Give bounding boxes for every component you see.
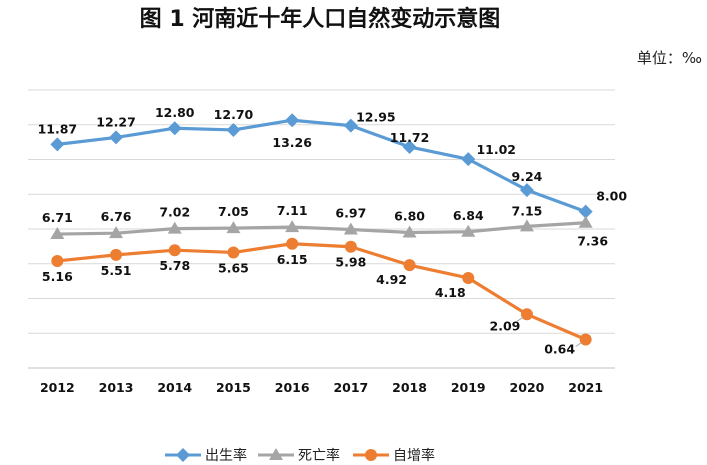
leader-line bbox=[575, 342, 582, 347]
point-diamond bbox=[402, 139, 417, 154]
data-label: 7.05 bbox=[218, 204, 249, 219]
point-diamond bbox=[519, 183, 534, 198]
legend-marker bbox=[176, 448, 190, 462]
data-label: 6.97 bbox=[335, 206, 366, 221]
x-tick-label: 2017 bbox=[333, 380, 368, 395]
data-label: 7.36 bbox=[577, 234, 608, 249]
point-diamond bbox=[578, 204, 593, 219]
legend-marker bbox=[365, 449, 377, 461]
data-label: 4.92 bbox=[376, 272, 407, 287]
point-triangle bbox=[461, 224, 476, 237]
x-tick-label: 2016 bbox=[275, 380, 310, 395]
point-circle bbox=[110, 248, 123, 261]
point-diamond bbox=[343, 118, 358, 133]
point-diamond bbox=[461, 152, 476, 167]
legend-item[interactable]: 出生率 bbox=[165, 447, 247, 464]
x-tick-label: 2019 bbox=[451, 380, 486, 395]
point-diamond bbox=[167, 121, 182, 136]
data-label: 11.72 bbox=[390, 130, 430, 145]
point-triangle bbox=[109, 226, 124, 239]
point-triangle bbox=[226, 221, 241, 234]
point-diamond bbox=[285, 113, 300, 128]
x-tick-label: 2015 bbox=[216, 380, 251, 395]
data-label: 5.78 bbox=[159, 258, 190, 273]
legend-marker bbox=[269, 448, 283, 460]
data-label: 12.95 bbox=[356, 110, 396, 125]
x-tick-label: 2020 bbox=[510, 380, 545, 395]
point-diamond bbox=[50, 137, 65, 152]
series-line-2 bbox=[57, 221, 586, 236]
leader-line bbox=[516, 316, 524, 322]
point-circle bbox=[403, 259, 416, 272]
point-triangle bbox=[402, 225, 417, 238]
point-circle bbox=[462, 271, 475, 284]
data-label: 5.98 bbox=[335, 255, 366, 270]
data-label: 6.15 bbox=[277, 252, 308, 267]
series-line-1 bbox=[57, 118, 587, 214]
series-line-3 bbox=[57, 242, 587, 341]
data-label: 12.70 bbox=[214, 107, 254, 122]
chart-title: 图 1 河南近十年人口自然变动示意图 bbox=[140, 6, 501, 32]
data-label: 11.87 bbox=[38, 121, 78, 136]
point-circle bbox=[579, 333, 592, 346]
x-tick-label: 2013 bbox=[99, 380, 134, 395]
point-circle bbox=[286, 237, 299, 250]
data-label: 8.00 bbox=[596, 189, 627, 204]
point-diamond bbox=[109, 130, 124, 145]
data-label: 12.27 bbox=[96, 114, 136, 129]
x-tick-label: 2014 bbox=[157, 380, 192, 395]
data-label: 6.71 bbox=[42, 210, 73, 225]
legend-label: 自增率 bbox=[393, 447, 435, 464]
point-triangle bbox=[285, 220, 300, 233]
data-labels: 11.87 12.27 12.80 12.70 13.26 12.95 11.72 11.02… bbox=[38, 105, 628, 356]
series-markers bbox=[50, 113, 593, 346]
point-triangle bbox=[167, 221, 182, 234]
unit-label: 单位：‰ bbox=[637, 49, 702, 67]
legend-label: 死亡率 bbox=[298, 447, 340, 464]
data-label: 12.80 bbox=[155, 105, 195, 120]
data-label: 5.16 bbox=[42, 269, 73, 284]
point-triangle bbox=[343, 222, 358, 235]
data-label: 6.80 bbox=[394, 208, 425, 223]
data-label: 13.26 bbox=[272, 135, 312, 150]
point-triangle bbox=[519, 219, 534, 232]
point-circle bbox=[51, 254, 64, 267]
legend-item[interactable]: 死亡率 bbox=[258, 447, 340, 464]
data-label: 4.18 bbox=[435, 285, 466, 300]
point-circle bbox=[344, 240, 357, 253]
x-axis-ticks: 2012 2013 2014 2015 2016 2017 2018 2019 2020 2021 bbox=[40, 380, 603, 395]
legend[interactable]: 出生率 死亡率 自增率 bbox=[165, 447, 435, 464]
data-label: 0.64 bbox=[544, 342, 575, 357]
data-label: 7.11 bbox=[277, 203, 308, 218]
series-lines bbox=[57, 118, 587, 341]
data-label: 7.15 bbox=[512, 203, 543, 218]
point-circle bbox=[520, 308, 533, 321]
point-circle bbox=[227, 246, 240, 259]
data-label: 9.24 bbox=[512, 169, 543, 184]
data-label: 6.84 bbox=[453, 208, 484, 223]
point-triangle bbox=[578, 215, 593, 228]
data-label: 7.02 bbox=[159, 205, 190, 220]
legend-label: 出生率 bbox=[205, 447, 247, 464]
data-label: 5.51 bbox=[101, 263, 132, 278]
data-label: 11.02 bbox=[476, 142, 516, 157]
data-label: 2.09 bbox=[490, 318, 521, 333]
data-label: 6.76 bbox=[101, 209, 132, 224]
point-diamond bbox=[226, 122, 241, 137]
x-tick-label: 2012 bbox=[40, 380, 75, 395]
x-tick-label: 2021 bbox=[568, 380, 603, 395]
point-triangle bbox=[50, 227, 65, 240]
point-circle bbox=[168, 244, 181, 257]
x-tick-label: 2018 bbox=[392, 380, 427, 395]
data-label: 5.65 bbox=[218, 260, 249, 275]
legend-item[interactable]: 自增率 bbox=[353, 447, 435, 464]
